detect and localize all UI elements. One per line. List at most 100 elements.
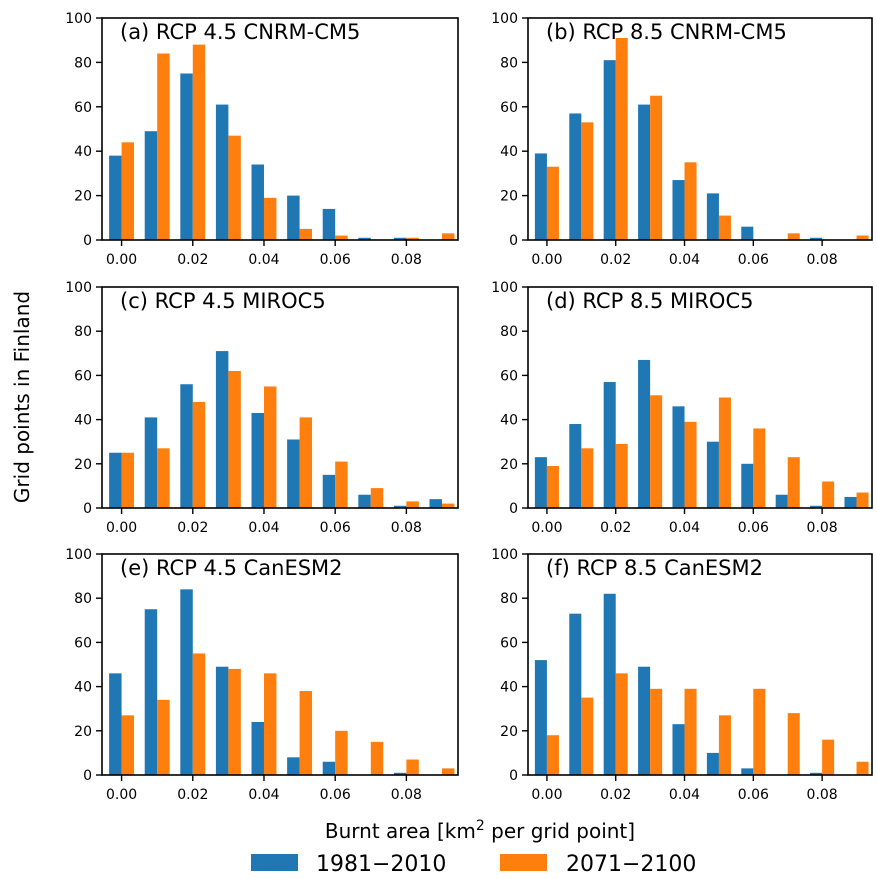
axes-frame xyxy=(101,17,459,241)
x-tick-label-1: 0.02 xyxy=(177,252,208,268)
bar-1981-2010-3 xyxy=(215,666,229,775)
x-tick-label-2: 0.04 xyxy=(669,520,700,536)
bar-2071-2100-3 xyxy=(228,135,241,240)
bar-2071-2100-7 xyxy=(787,713,800,775)
x-axis-title-superscript: 2 xyxy=(476,818,485,834)
y-tick-label-0: 0 xyxy=(83,501,92,517)
x-tick-label-2: 0.04 xyxy=(669,252,700,268)
panels: 0 20 40 60 80 100 0.00 0.02 0.04 0.06 0.08 (a) RCP … xyxy=(65,11,873,803)
bar-1981-2010-5 xyxy=(287,439,300,508)
panel-title: (c) RCP 4.5 MIROC5 xyxy=(120,289,326,313)
bar-1981-2010-4 xyxy=(672,724,685,775)
bar-2071-2100-6 xyxy=(753,428,766,508)
y-tick-label-4: 80 xyxy=(74,55,92,71)
bar-2071-2100-5 xyxy=(299,417,313,508)
y-axis-title: Grid points in Finland xyxy=(10,291,34,503)
y-tick-label-5: 100 xyxy=(65,280,92,296)
bar-1981-2010-4 xyxy=(251,721,264,775)
bar-1981-2010-6 xyxy=(741,463,754,508)
bar-2071-2100-6 xyxy=(335,461,348,508)
x-tick-label-3: 0.06 xyxy=(738,252,769,268)
bar-2071-2100-1 xyxy=(157,699,170,775)
y-tick-label-3: 60 xyxy=(500,635,518,651)
x-tick-label-2: 0.04 xyxy=(248,252,279,268)
legend-label-2071-2100: 2071−2100 xyxy=(566,852,696,877)
x-tick-label-4: 0.08 xyxy=(391,520,422,536)
bar-1981-2010-2 xyxy=(603,382,616,508)
bar-1981-2010-6 xyxy=(322,208,336,240)
bar-1981-2010-8 xyxy=(810,505,823,508)
bar-1981-2010-6 xyxy=(322,761,336,775)
x-tick-label-3: 0.06 xyxy=(738,520,769,536)
y-tick-label-1: 20 xyxy=(74,457,92,473)
y-tick-label-1: 20 xyxy=(500,457,518,473)
bar-1981-2010-1 xyxy=(144,417,158,508)
bar-2071-2100-5 xyxy=(299,228,313,240)
y-tick-label-0: 0 xyxy=(83,233,92,249)
y-tick-label-5: 100 xyxy=(491,547,518,563)
x-tick-label-4: 0.08 xyxy=(807,520,838,536)
y-tick-label-0: 0 xyxy=(509,501,518,517)
bar-2071-2100-6 xyxy=(335,235,348,240)
bar-1981-2010-7 xyxy=(358,494,371,508)
bar-2071-2100-5 xyxy=(718,215,731,240)
bar-2071-2100-4 xyxy=(684,421,697,508)
bar-2071-2100-9 xyxy=(856,235,869,240)
bar-1981-2010-5 xyxy=(706,193,719,240)
bar-1981-2010-1 xyxy=(144,609,158,775)
bar-1981-2010-0 xyxy=(534,153,547,240)
bar-1981-2010-2 xyxy=(180,73,193,240)
panel-title: (e) RCP 4.5 CanESM2 xyxy=(120,556,343,580)
bar-1981-2010-5 xyxy=(287,757,300,775)
bar-1981-2010-3 xyxy=(638,104,651,240)
x-tick-label-3: 0.06 xyxy=(738,787,769,803)
x-tick-label-3: 0.06 xyxy=(320,520,351,536)
bar-2071-2100-2 xyxy=(615,673,628,775)
bar-2071-2100-2 xyxy=(615,37,628,241)
panel-title: (d) RCP 8.5 MIROC5 xyxy=(546,289,753,313)
bar-2071-2100-1 xyxy=(581,448,594,508)
bar-2071-2100-5 xyxy=(718,715,731,775)
bar-2071-2100-3 xyxy=(228,370,241,508)
x-tick-label-4: 0.08 xyxy=(807,787,838,803)
y-tick-label-2: 40 xyxy=(74,144,92,160)
bar-2071-2100-0 xyxy=(121,452,135,508)
y-tick-label-3: 60 xyxy=(500,100,518,116)
bar-1981-2010-0 xyxy=(109,673,122,775)
legend-swatch-2071-2100 xyxy=(500,854,547,871)
panel-e: 0 20 40 60 80 100 0.00 0.02 0.04 0.06 0.08 (e) RCP … xyxy=(65,547,459,803)
bar-1981-2010-3 xyxy=(215,104,229,240)
bar-1981-2010-1 xyxy=(569,113,582,240)
panel-title: (a) RCP 4.5 CNRM-CM5 xyxy=(120,20,360,44)
bar-1981-2010-8 xyxy=(393,237,407,240)
bar-2071-2100-0 xyxy=(546,466,559,508)
bar-2071-2100-9 xyxy=(856,761,869,775)
bar-2071-2100-7 xyxy=(787,233,800,240)
x-tick-label-2: 0.04 xyxy=(669,787,700,803)
y-tick-label-5: 100 xyxy=(491,280,518,296)
bar-2071-2100-3 xyxy=(228,668,241,775)
bar-1981-2010-4 xyxy=(672,180,685,240)
bar-2071-2100-7 xyxy=(370,488,384,508)
bar-2071-2100-4 xyxy=(263,673,277,775)
bar-1981-2010-6 xyxy=(741,768,754,775)
panel-title: (b) RCP 8.5 CNRM-CM5 xyxy=(546,20,787,44)
x-tick-label-1: 0.02 xyxy=(600,252,631,268)
axes-frame xyxy=(101,553,459,776)
bar-1981-2010-5 xyxy=(706,441,719,508)
x-tick-label-2: 0.04 xyxy=(248,520,279,536)
bar-1981-2010-5 xyxy=(287,195,300,240)
bar-1981-2010-0 xyxy=(534,660,547,775)
bar-1981-2010-2 xyxy=(603,60,616,241)
bar-2071-2100-8 xyxy=(406,759,419,775)
bar-2071-2100-6 xyxy=(335,730,348,775)
bar-1981-2010-8 xyxy=(810,772,823,775)
bar-2071-2100-2 xyxy=(615,443,628,508)
bar-1981-2010-7 xyxy=(775,494,788,508)
x-tick-label-1: 0.02 xyxy=(600,520,631,536)
bar-1981-2010-2 xyxy=(180,589,193,775)
x-axis-title-suffix: per grid point] xyxy=(485,819,635,843)
bar-2071-2100-4 xyxy=(684,162,697,240)
x-tick-label-0: 0.00 xyxy=(531,787,562,803)
y-tick-label-1: 20 xyxy=(74,189,92,205)
